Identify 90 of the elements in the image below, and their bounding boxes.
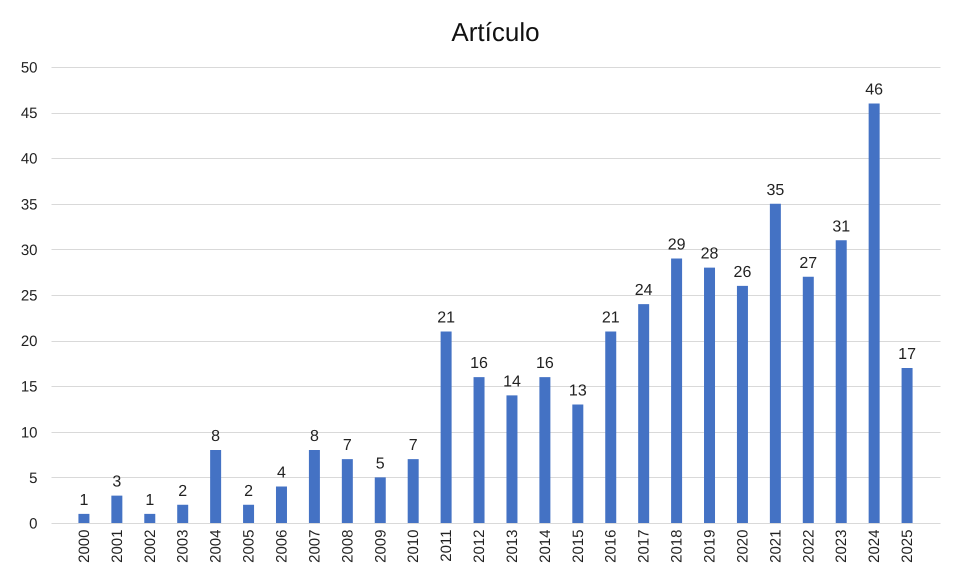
y-tick-label: 45 xyxy=(20,105,38,122)
bar xyxy=(736,286,748,523)
x-tick-label: 2021 xyxy=(767,530,784,563)
bar xyxy=(671,258,682,523)
bar xyxy=(144,514,156,523)
y-tick-label: 0 xyxy=(29,516,38,532)
bar xyxy=(408,459,419,523)
data-label: 29 xyxy=(668,236,686,254)
data-label: 31 xyxy=(832,218,850,236)
bar xyxy=(177,504,188,523)
x-tick-label: 2004 xyxy=(208,530,225,563)
data-label: 16 xyxy=(470,355,488,372)
x-tick-label: 2000 xyxy=(76,530,93,563)
data-label: 21 xyxy=(602,309,620,326)
bar xyxy=(572,404,584,523)
bar xyxy=(868,103,880,523)
data-label: 8 xyxy=(211,428,220,446)
data-label: 35 xyxy=(766,182,784,199)
bar xyxy=(836,240,847,523)
bar xyxy=(374,477,386,523)
x-tick-label: 2017 xyxy=(636,530,653,563)
x-tick-label: 2001 xyxy=(108,530,126,563)
y-tick-label: 40 xyxy=(20,150,38,168)
x-tick-label: 2024 xyxy=(866,530,884,563)
data-label: 3 xyxy=(112,474,122,491)
y-tick-label: 25 xyxy=(20,288,38,304)
data-label: 16 xyxy=(536,355,554,372)
bar xyxy=(111,496,122,523)
data-label: 7 xyxy=(408,437,418,454)
y-tick-label: 5 xyxy=(29,470,38,487)
bar xyxy=(605,331,616,523)
data-label: 1 xyxy=(145,492,154,509)
data-label: 46 xyxy=(865,81,884,98)
x-tick-label: 2016 xyxy=(602,530,620,563)
bar xyxy=(770,204,781,523)
bar xyxy=(474,377,485,523)
y-tick-label: 15 xyxy=(20,378,38,396)
x-tick-label: 2012 xyxy=(471,530,488,563)
x-tick-label: 2002 xyxy=(142,530,159,563)
y-tick-label: 50 xyxy=(20,60,38,76)
y-tick-label: 30 xyxy=(20,242,38,259)
data-label: 8 xyxy=(310,428,319,446)
data-label: 7 xyxy=(342,437,352,454)
x-tick-label: 2003 xyxy=(174,530,192,563)
data-label: 26 xyxy=(734,264,752,281)
x-tick-label: 2005 xyxy=(240,530,258,563)
data-label: 17 xyxy=(898,346,916,363)
x-tick-label: 2023 xyxy=(833,530,850,563)
bar xyxy=(704,268,716,523)
bar xyxy=(440,331,452,523)
x-tick-label: 2019 xyxy=(702,530,719,563)
y-tick-label: 20 xyxy=(20,333,38,350)
bar xyxy=(506,395,518,523)
bar xyxy=(638,304,650,523)
x-tick-label: 2025 xyxy=(899,530,916,563)
x-tick-label: 2015 xyxy=(570,530,587,563)
bar xyxy=(308,450,320,523)
y-tick-label: 35 xyxy=(20,196,38,214)
x-tick-label: 2009 xyxy=(372,530,390,563)
bar xyxy=(243,504,254,523)
bar xyxy=(276,486,287,523)
bar xyxy=(78,514,90,523)
y-tick-label: 10 xyxy=(20,424,38,442)
data-label: 13 xyxy=(568,382,587,400)
bar xyxy=(802,276,814,523)
x-tick-label: 2022 xyxy=(800,530,818,563)
bar xyxy=(342,459,353,523)
chart-title: Artículo xyxy=(451,17,540,47)
data-label: 14 xyxy=(503,373,521,390)
x-tick-label: 2008 xyxy=(339,530,356,563)
data-label: 2 xyxy=(244,482,254,500)
data-label: 4 xyxy=(277,464,286,482)
x-tick-label: 2010 xyxy=(405,530,422,563)
data-label: 28 xyxy=(700,246,719,263)
x-tick-label: 2013 xyxy=(504,530,521,563)
x-tick-label: 2007 xyxy=(306,530,324,563)
x-tick-label: 2006 xyxy=(273,530,290,563)
x-tick-label: 2011 xyxy=(438,530,456,562)
data-label: 2 xyxy=(178,482,188,500)
data-label: 1 xyxy=(79,492,88,509)
bar xyxy=(902,368,913,523)
bar xyxy=(210,450,222,523)
data-label: 21 xyxy=(437,309,456,326)
data-label: 24 xyxy=(634,282,653,300)
data-label: 5 xyxy=(376,455,385,472)
bar xyxy=(539,377,550,523)
data-label: 27 xyxy=(799,254,818,272)
x-tick-label: 2020 xyxy=(734,530,752,563)
x-tick-label: 2018 xyxy=(668,530,686,563)
x-tick-label: 2014 xyxy=(536,530,554,563)
